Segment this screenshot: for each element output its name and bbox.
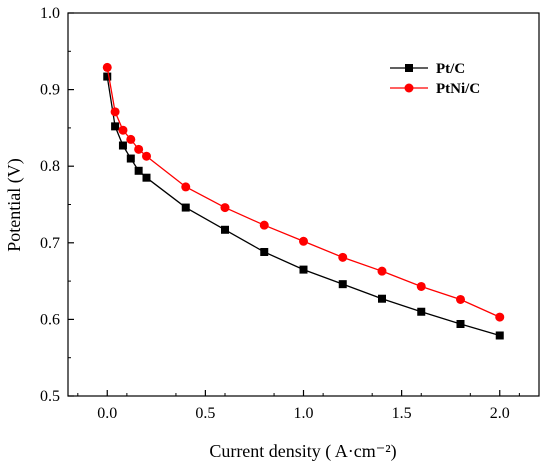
point-1-5 <box>142 151 151 161</box>
legend-label-1: PtNi/C <box>436 81 480 97</box>
point-1-2 <box>118 125 128 135</box>
point-0-11 <box>378 294 386 303</box>
point-1-12 <box>416 281 426 291</box>
legend-marker-1 <box>404 83 414 93</box>
point-0-10 <box>338 280 347 289</box>
point-0-2 <box>118 141 127 150</box>
plot-frame <box>67 12 540 397</box>
y-tick-label-2: 0.7 <box>40 235 60 252</box>
point-0-8 <box>260 247 269 256</box>
point-0-1 <box>111 122 120 131</box>
x-tick-label-1: 0.5 <box>195 405 215 422</box>
point-0-0 <box>103 72 112 81</box>
x-tick-label-4: 2.0 <box>490 405 510 422</box>
x-axis-title: Current density ( A·cm⁻²) <box>209 441 396 462</box>
point-1-0 <box>102 62 112 72</box>
point-1-1 <box>110 107 120 117</box>
point-1-11 <box>377 266 387 276</box>
y-tick-label-0: 0.5 <box>40 388 60 405</box>
series-layer <box>102 62 505 340</box>
x-axis: 0.0 0.5 1.0 1.5 2.0 <box>77 390 520 422</box>
legend-marker-0 <box>405 64 413 72</box>
series-line-0 <box>106 76 500 337</box>
point-0-6 <box>181 203 190 212</box>
legend: Pt/C PtNi/C <box>390 61 480 97</box>
point-0-13 <box>456 319 465 328</box>
point-0-9 <box>299 265 308 274</box>
x-tick-label-3: 1.5 <box>392 405 412 422</box>
point-1-3 <box>126 134 136 144</box>
y-axis: 0.5 0.6 0.7 0.8 0.9 1.0 <box>40 5 74 405</box>
point-0-3 <box>126 154 135 163</box>
point-0-7 <box>221 225 229 234</box>
y-tick-label-5: 1.0 <box>40 5 60 22</box>
point-1-6 <box>181 182 191 192</box>
y-axis-title: Potential (V) <box>4 158 25 251</box>
x-tick-label-2: 1.0 <box>294 405 314 422</box>
point-0-14 <box>495 331 504 340</box>
point-0-12 <box>417 307 426 316</box>
point-0-5 <box>142 173 151 182</box>
point-1-9 <box>299 236 308 246</box>
y-tick-label-3: 0.8 <box>40 158 60 175</box>
point-1-14 <box>495 312 505 322</box>
y-tick-label-4: 0.9 <box>40 82 60 99</box>
legend-label-0: Pt/C <box>436 61 465 77</box>
point-0-4 <box>134 166 143 175</box>
point-1-8 <box>259 220 269 230</box>
point-1-4 <box>134 144 144 154</box>
y-tick-label-1: 0.6 <box>40 311 60 328</box>
point-1-13 <box>456 294 465 304</box>
x-tick-label-0: 0.0 <box>97 405 117 422</box>
point-1-7 <box>220 203 230 213</box>
point-1-10 <box>338 252 348 262</box>
